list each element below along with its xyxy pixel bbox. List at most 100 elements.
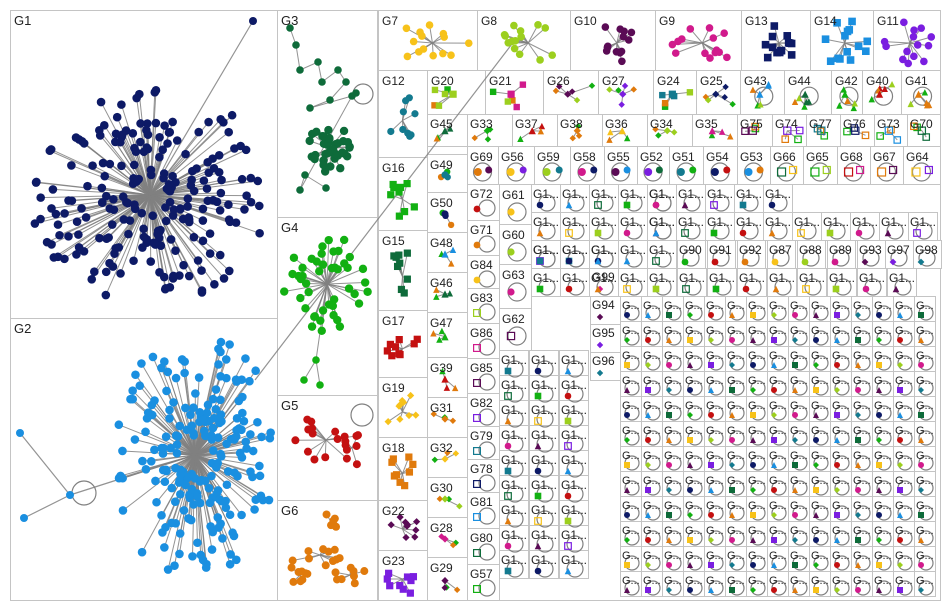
node-triangle	[564, 567, 572, 575]
node-square	[712, 285, 720, 293]
node-square	[763, 53, 772, 62]
self-loop-edge	[890, 249, 908, 267]
group-label-truncated-small: G...	[622, 375, 640, 387]
self-loop-edge	[708, 530, 724, 546]
self-loop-edge	[712, 194, 730, 212]
group-panel-truncated	[705, 212, 735, 241]
self-loop-edge	[750, 580, 766, 596]
node-square	[645, 487, 651, 493]
node-triangle	[836, 102, 843, 109]
node-circle	[317, 249, 326, 258]
node-circle	[920, 57, 928, 66]
group-label-truncated: G1...	[829, 271, 855, 285]
node-diamond	[876, 537, 882, 543]
self-loop-edge	[855, 555, 871, 571]
group-label-G44: G44	[788, 74, 811, 88]
group-label-truncated-small: G...	[748, 350, 766, 362]
node-circle	[225, 340, 234, 349]
node-circle	[303, 569, 312, 578]
node-square	[406, 589, 414, 597]
node-circle	[165, 405, 174, 415]
node-triangle	[594, 257, 602, 265]
edge-line	[194, 454, 260, 467]
group-panel-G59	[534, 146, 571, 185]
node-diamond	[645, 562, 651, 568]
group-label-truncated: G1...	[531, 528, 557, 542]
group-label-truncated-small: G...	[685, 500, 703, 512]
node-circle	[137, 359, 146, 368]
node-circle	[534, 467, 542, 475]
group-label-truncated: G1...	[765, 187, 791, 201]
node-circle	[209, 413, 219, 423]
group-label-truncated-small: G...	[811, 475, 829, 487]
node-triangle	[792, 387, 798, 393]
node-circle	[360, 567, 369, 576]
self-loop-edge	[750, 330, 766, 346]
self-loop-edge	[750, 430, 766, 446]
node-circle	[149, 239, 159, 248]
node-triangle	[436, 336, 443, 343]
node-diamond	[402, 533, 410, 542]
node-circle	[876, 512, 882, 518]
group-label-G94: G94	[592, 298, 615, 312]
node-circle	[46, 145, 56, 154]
self-loop-edge	[708, 480, 724, 496]
group-label-G12: G12	[382, 74, 405, 88]
group-label-G60: G60	[502, 228, 525, 242]
group-label-truncated-small: G...	[685, 550, 703, 562]
node-circle	[307, 322, 317, 331]
group-panel-G66	[770, 146, 804, 185]
edge-line	[92, 165, 151, 196]
node-triangle	[918, 537, 924, 543]
node-triangle	[765, 82, 772, 89]
group-label-G42: G42	[835, 74, 858, 88]
node-triangle	[897, 312, 903, 318]
node-hollow-square	[473, 309, 482, 318]
self-loop-edge	[750, 380, 766, 396]
node-circle	[216, 395, 225, 405]
node-circle	[188, 428, 198, 438]
self-loop-edge	[645, 455, 661, 471]
node-circle	[254, 201, 264, 211]
self-loop-edge	[687, 405, 703, 421]
node-circle	[706, 54, 714, 62]
node-diamond	[666, 487, 672, 493]
node-circle	[341, 437, 350, 446]
node-circle	[147, 400, 157, 410]
node-diamond	[666, 587, 672, 593]
node-circle	[205, 229, 215, 238]
node-triangle	[771, 362, 777, 368]
node-diamond	[588, 82, 596, 89]
self-loop-edge	[536, 410, 554, 428]
group-label-truncated: G1...	[501, 403, 527, 417]
group-label-truncated-small: G...	[895, 550, 913, 562]
node-hollow-square	[776, 167, 787, 177]
node-diamond	[573, 127, 581, 135]
group-label-truncated-small: G...	[664, 300, 682, 312]
node-circle	[542, 168, 551, 176]
node-triangle	[729, 412, 735, 418]
node-circle	[217, 175, 226, 185]
group-label-G31: G31	[430, 401, 453, 415]
node-triangle	[623, 257, 631, 265]
node-circle	[231, 375, 241, 384]
edge-line	[140, 123, 151, 196]
node-diamond	[615, 87, 622, 94]
node-diamond	[396, 401, 404, 409]
edge-line	[786, 130, 799, 140]
node-hollow-square	[817, 126, 826, 135]
group-label-truncated-small: G...	[811, 525, 829, 537]
group-label-truncated: G1...	[739, 271, 765, 285]
node-diamond	[452, 539, 459, 546]
node-circle	[227, 110, 237, 120]
node-circle	[176, 489, 185, 499]
self-loop-edge	[813, 305, 829, 321]
group-label-truncated: G1...	[562, 215, 588, 229]
node-hollow-square	[594, 201, 602, 209]
node-circle	[199, 415, 208, 425]
group-label-truncated: G1...	[707, 187, 733, 201]
node-square	[536, 285, 544, 293]
node-diamond	[568, 88, 576, 95]
self-loop-edge	[897, 305, 913, 321]
node-circle	[246, 430, 255, 439]
